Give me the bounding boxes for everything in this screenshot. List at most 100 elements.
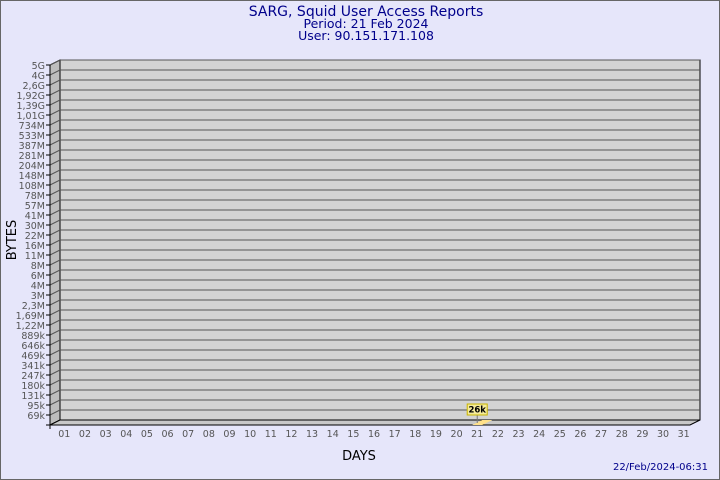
x-tick-label: 11 bbox=[265, 429, 277, 440]
y-tick-label: 341k bbox=[21, 361, 45, 372]
gridline-side bbox=[49, 289, 61, 296]
gridline-side bbox=[49, 209, 61, 216]
y-axis-label: BYTES bbox=[5, 220, 20, 261]
gridline-side bbox=[49, 159, 61, 166]
gridline-side bbox=[49, 389, 61, 396]
y-tick-label: 646k bbox=[21, 341, 45, 352]
x-tick-label: 01 bbox=[58, 429, 70, 440]
y-tick-label: 533M bbox=[19, 131, 45, 142]
y-tick-label: 247k bbox=[21, 371, 45, 382]
x-tick-label: 16 bbox=[368, 429, 380, 440]
data-label: 26k bbox=[468, 406, 486, 416]
y-tick-label: 108M bbox=[19, 181, 45, 192]
bar bbox=[472, 420, 493, 425]
y-tick-label: 5G bbox=[32, 61, 45, 72]
x-tick-label: 30 bbox=[657, 429, 669, 440]
x-tick-label: 24 bbox=[533, 429, 545, 440]
y-tick-label: 41M bbox=[25, 211, 45, 222]
y-tick-label: 387M bbox=[19, 141, 45, 152]
gridline-side bbox=[49, 199, 61, 206]
gridline-side bbox=[49, 239, 61, 246]
chart-title: SARG, Squid User Access Reports bbox=[249, 4, 484, 20]
gridline-side bbox=[49, 259, 61, 266]
x-tick-label: 18 bbox=[409, 429, 421, 440]
y-tick-label: 3M bbox=[31, 291, 45, 302]
gridline-side bbox=[49, 329, 61, 336]
gridline-side bbox=[49, 59, 61, 66]
y-tick-label: 2,6G bbox=[23, 81, 45, 92]
y-tick-label: 281M bbox=[19, 151, 45, 162]
y-tick-label: 180k bbox=[21, 381, 45, 392]
plot-floor bbox=[49, 419, 701, 426]
x-tick-label: 26 bbox=[574, 429, 586, 440]
gridline-side bbox=[49, 179, 61, 186]
x-tick-label: 02 bbox=[79, 429, 91, 440]
gridline-side bbox=[49, 99, 61, 106]
x-tick-label: 29 bbox=[636, 429, 648, 440]
y-tick-label: 69k bbox=[27, 411, 45, 422]
y-tick-label: 2,3M bbox=[22, 301, 45, 312]
x-tick-label: 23 bbox=[512, 429, 524, 440]
y-tick-label: 11M bbox=[25, 251, 45, 262]
gridline-side bbox=[49, 109, 61, 116]
x-tick-label: 19 bbox=[430, 429, 442, 440]
x-tick-label: 17 bbox=[389, 429, 401, 440]
x-tick-label: 09 bbox=[223, 429, 235, 440]
y-tick-label: 131k bbox=[21, 391, 45, 402]
x-tick-label: 12 bbox=[285, 429, 297, 440]
y-tick-label: 1,01G bbox=[16, 111, 45, 122]
chart-period: Period: 21 Feb 2024 bbox=[304, 16, 429, 31]
chart-user: User: 90.151.171.108 bbox=[298, 28, 434, 43]
gridline-side bbox=[49, 269, 61, 276]
y-tick-label: 16M bbox=[25, 241, 45, 252]
y-tick-label: 95k bbox=[27, 401, 45, 412]
gridline-side bbox=[49, 169, 61, 176]
y-tick-label: 889k bbox=[21, 331, 45, 342]
x-tick-label: 14 bbox=[327, 429, 339, 440]
y-tick-label: 1,69M bbox=[16, 311, 45, 322]
x-tick-label: 03 bbox=[100, 429, 112, 440]
gridline-side bbox=[49, 299, 61, 306]
x-tick-label: 15 bbox=[347, 429, 359, 440]
gridline-side bbox=[49, 219, 61, 226]
y-tick-label: 1,39G bbox=[16, 101, 45, 112]
gridline-side bbox=[49, 339, 61, 346]
x-tick-label: 20 bbox=[451, 429, 463, 440]
x-tick-label: 05 bbox=[141, 429, 153, 440]
y-tick-label: 30M bbox=[25, 221, 45, 232]
y-tick-label: 4G bbox=[32, 71, 45, 82]
gridline-side bbox=[49, 79, 61, 86]
x-tick-label: 08 bbox=[203, 429, 215, 440]
gridline-side bbox=[49, 149, 61, 156]
x-axis-label: DAYS bbox=[342, 449, 376, 464]
gridline-side bbox=[49, 369, 61, 376]
y-tick-label: 1,22M bbox=[16, 321, 45, 332]
timestamp: 22/Feb/2024-06:31 bbox=[613, 462, 708, 473]
x-tick-label: 10 bbox=[244, 429, 256, 440]
gridline-side bbox=[49, 379, 61, 386]
data-label-box bbox=[466, 403, 488, 416]
y-tick-label: 148M bbox=[19, 171, 45, 182]
y-tick-label: 204M bbox=[19, 161, 45, 172]
gridline-side bbox=[49, 229, 61, 236]
y-tick-label: 4M bbox=[31, 281, 45, 292]
gridline-side bbox=[49, 319, 61, 326]
x-tick-label: 07 bbox=[182, 429, 194, 440]
x-tick-label: 21 bbox=[471, 429, 483, 440]
x-tick-label: 06 bbox=[162, 429, 174, 440]
y-tick-label: 57M bbox=[25, 201, 45, 212]
y-tick-label: 469k bbox=[21, 351, 45, 362]
x-tick-label: 22 bbox=[492, 429, 504, 440]
gridline-side bbox=[49, 309, 61, 316]
gridline-side bbox=[49, 249, 61, 256]
x-tick-label: 28 bbox=[616, 429, 628, 440]
gridline-side bbox=[49, 359, 61, 366]
y-tick-label: 78M bbox=[25, 191, 45, 202]
x-tick-label: 04 bbox=[120, 429, 132, 440]
gridline-side bbox=[49, 89, 61, 96]
gridline-side bbox=[49, 189, 61, 196]
y-tick-label: 6M bbox=[31, 271, 45, 282]
x-tick-label: 31 bbox=[678, 429, 690, 440]
x-tick-label: 25 bbox=[554, 429, 566, 440]
gridline-side bbox=[49, 119, 61, 126]
